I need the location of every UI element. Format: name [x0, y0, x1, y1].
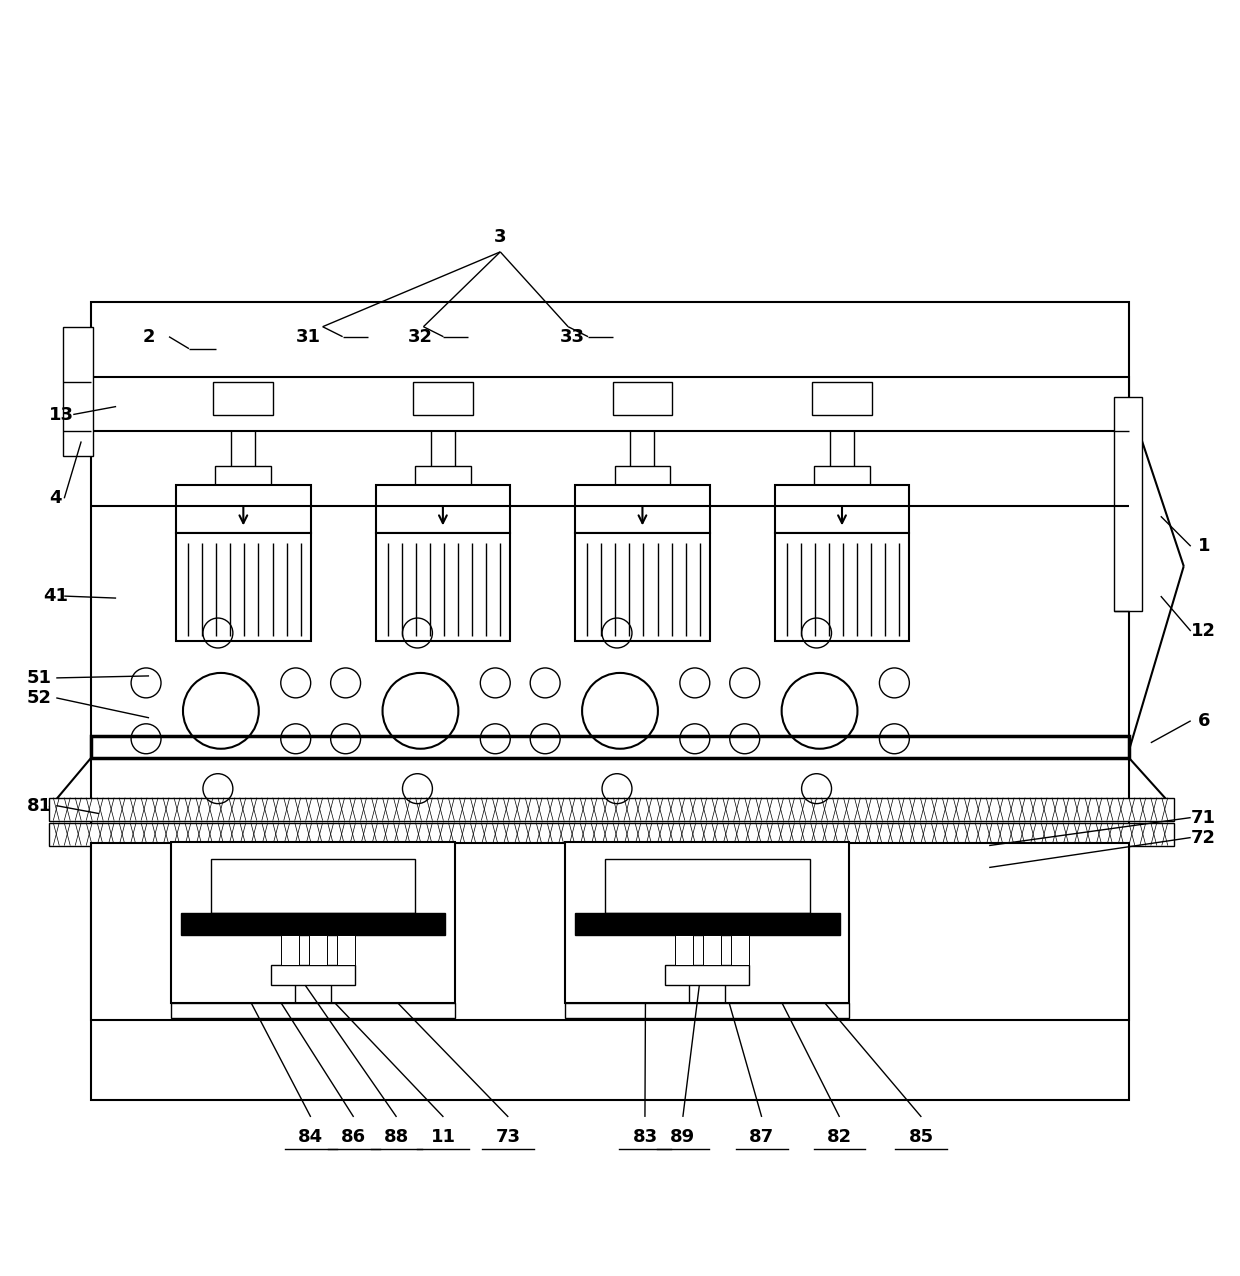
Bar [415, 467, 471, 499]
Bar [216, 467, 272, 499]
Bar [309, 935, 327, 965]
Bar [575, 485, 709, 533]
Bar [812, 382, 872, 415]
Text: 83: 83 [632, 1128, 657, 1146]
Bar [732, 935, 749, 965]
Text: 82: 82 [827, 1128, 852, 1146]
Bar [703, 935, 722, 965]
Bar [613, 382, 672, 415]
Text: 87: 87 [749, 1128, 774, 1146]
Bar [676, 935, 693, 965]
Bar [605, 859, 810, 914]
Bar [565, 1003, 849, 1018]
Text: 84: 84 [298, 1128, 324, 1146]
Bar [171, 1003, 455, 1018]
Text: 32: 32 [408, 328, 433, 346]
Bar [815, 467, 870, 499]
Bar [775, 485, 909, 533]
Text: 81: 81 [27, 796, 52, 814]
Bar [92, 736, 1128, 758]
Text: 73: 73 [496, 1128, 521, 1146]
Text: 41: 41 [42, 587, 68, 605]
Text: 85: 85 [909, 1128, 934, 1146]
Bar [575, 914, 839, 935]
Bar [211, 859, 415, 914]
Bar [92, 842, 1128, 1020]
Bar [171, 842, 455, 1003]
Text: 2: 2 [143, 328, 155, 346]
Bar [176, 533, 311, 641]
Text: 51: 51 [27, 669, 52, 686]
Text: 6: 6 [1198, 712, 1210, 730]
Bar [272, 965, 355, 985]
Bar [281, 935, 299, 965]
Bar [176, 485, 311, 533]
Text: 3: 3 [494, 228, 506, 246]
Bar [666, 965, 749, 985]
Text: 12: 12 [1192, 621, 1216, 641]
Text: 89: 89 [671, 1128, 696, 1146]
Bar [92, 301, 1128, 1100]
Bar [92, 376, 1128, 431]
Bar [615, 467, 671, 499]
Bar [775, 533, 909, 641]
Bar [376, 485, 510, 533]
Text: 88: 88 [384, 1128, 409, 1146]
Bar [63, 327, 93, 457]
Text: 31: 31 [296, 328, 321, 346]
Text: 86: 86 [341, 1128, 366, 1146]
Bar [213, 382, 273, 415]
Bar [50, 823, 1174, 846]
Text: 71: 71 [1192, 809, 1216, 827]
Text: 4: 4 [50, 489, 62, 508]
Text: 1: 1 [1198, 537, 1210, 555]
Bar [413, 382, 472, 415]
Text: 72: 72 [1192, 828, 1216, 846]
Text: 11: 11 [430, 1128, 456, 1146]
Bar [1114, 397, 1142, 611]
Bar [376, 533, 510, 641]
Bar [50, 798, 1174, 820]
Bar [181, 914, 445, 935]
Bar [337, 935, 355, 965]
Text: 33: 33 [559, 328, 584, 346]
Text: 13: 13 [48, 406, 73, 424]
Text: 52: 52 [27, 689, 52, 707]
Bar [575, 533, 709, 641]
Bar [565, 842, 849, 1003]
